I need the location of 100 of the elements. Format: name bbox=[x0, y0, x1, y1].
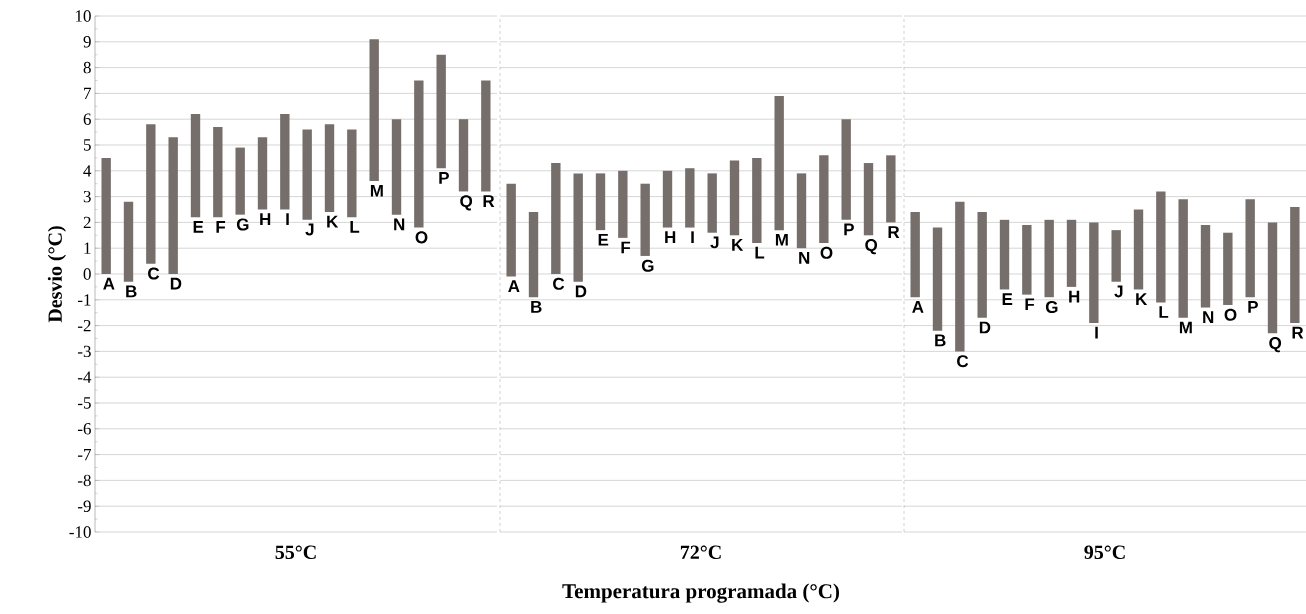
x-tick-label: I bbox=[286, 213, 289, 225]
x-axis-title: 95°C bbox=[1084, 545, 1125, 560]
y-tick-label: -10 bbox=[69, 526, 91, 538]
bar bbox=[977, 212, 987, 318]
y-tick-label: -1 bbox=[77, 294, 91, 306]
x-tick-label: F bbox=[1025, 298, 1035, 311]
x-tick-label: J bbox=[1114, 285, 1123, 298]
x-tick-label: D bbox=[979, 321, 991, 334]
x-tick-label: L bbox=[350, 221, 360, 233]
bar bbox=[841, 119, 851, 220]
bar bbox=[999, 219, 1010, 290]
bar bbox=[280, 114, 290, 210]
bar bbox=[1178, 199, 1188, 318]
x-tick-label: M bbox=[1179, 321, 1192, 334]
bar bbox=[662, 170, 673, 228]
bar bbox=[1111, 230, 1121, 282]
x-tick-label: H bbox=[665, 231, 676, 244]
y-tick-label: -8 bbox=[77, 474, 91, 487]
x-tick-label: A bbox=[508, 280, 520, 293]
bar bbox=[506, 183, 516, 277]
x-tick-label: N bbox=[799, 251, 810, 264]
x-tick-label: G bbox=[1045, 301, 1058, 314]
y-tick-label: -7 bbox=[77, 449, 91, 461]
x-tick-label: F bbox=[216, 221, 226, 233]
y-tick-label: -6 bbox=[77, 423, 91, 435]
bar bbox=[796, 173, 807, 249]
y-axis-title: Desvio (°C) bbox=[47, 226, 66, 323]
x-tick-label: R bbox=[1292, 326, 1304, 339]
y-tick-label: 8 bbox=[83, 61, 91, 74]
bar bbox=[618, 170, 628, 238]
bar bbox=[640, 183, 650, 256]
bar bbox=[1245, 199, 1255, 298]
bar bbox=[685, 168, 695, 228]
bar bbox=[528, 212, 539, 298]
x-tick-label: N bbox=[1203, 311, 1214, 324]
bar bbox=[932, 227, 943, 331]
bar bbox=[1066, 219, 1077, 287]
bar bbox=[190, 114, 201, 218]
x-tick-label: O bbox=[820, 246, 833, 259]
x-tick-label: R bbox=[483, 195, 495, 207]
x-tick-label: D bbox=[575, 285, 587, 298]
x-tick-label: J bbox=[710, 236, 719, 249]
x-tick-label: P bbox=[844, 223, 854, 236]
x-tick-label: B bbox=[531, 301, 542, 313]
bar bbox=[347, 129, 357, 218]
x-tick-label: O bbox=[1224, 308, 1237, 321]
bar bbox=[101, 157, 111, 274]
bar bbox=[213, 126, 223, 218]
x-tick-label: Q bbox=[1269, 337, 1282, 353]
y-tick-label: 1 bbox=[84, 242, 91, 254]
x-tick-label: C bbox=[957, 355, 969, 368]
x-tick-label: I bbox=[691, 231, 694, 244]
x-tick-label: Q bbox=[865, 239, 878, 255]
bar bbox=[551, 163, 561, 274]
y-tick-label: 7 bbox=[84, 87, 91, 99]
x-tick-label: M bbox=[370, 184, 383, 197]
y-tick-label: 10 bbox=[75, 10, 91, 22]
x-tick-label: E bbox=[598, 233, 609, 246]
x-tick-label: M bbox=[775, 233, 788, 246]
bar bbox=[1044, 219, 1054, 298]
x-tick-label: H bbox=[1069, 290, 1080, 303]
y-tick-label: 6 bbox=[83, 113, 91, 125]
bar bbox=[436, 54, 446, 169]
bar bbox=[886, 155, 896, 223]
y-tick-label: 3 bbox=[83, 190, 91, 203]
bar bbox=[1223, 232, 1233, 305]
x-tick-label: D bbox=[170, 277, 182, 290]
bar bbox=[595, 173, 606, 231]
y-tick-label: -3 bbox=[77, 345, 91, 358]
x-tick-label: A bbox=[912, 301, 924, 313]
bar bbox=[123, 201, 134, 282]
bar bbox=[1133, 209, 1144, 290]
x-tick-label: G bbox=[236, 218, 249, 231]
x-tick-label: K bbox=[1136, 293, 1148, 305]
bar bbox=[324, 124, 335, 213]
x-tick-label: L bbox=[755, 246, 765, 259]
x-tick-label: I bbox=[1095, 326, 1098, 339]
x-tick-label: B bbox=[126, 285, 137, 298]
x-tick-label: R bbox=[888, 226, 900, 238]
bar bbox=[573, 173, 583, 282]
x-tick-label: P bbox=[1248, 301, 1258, 313]
bar bbox=[1267, 222, 1278, 334]
bar bbox=[1200, 224, 1211, 308]
bar bbox=[235, 147, 245, 215]
x-tick-label: C bbox=[553, 277, 565, 290]
bar bbox=[863, 163, 874, 236]
bar bbox=[391, 119, 402, 215]
x-tick-label: E bbox=[193, 221, 204, 233]
bar bbox=[707, 173, 717, 233]
bar bbox=[1089, 222, 1099, 324]
bar bbox=[302, 129, 312, 220]
bar bbox=[414, 80, 424, 228]
x-tick-label: B bbox=[935, 334, 946, 347]
bar bbox=[955, 201, 965, 352]
bar bbox=[1156, 191, 1166, 303]
y-tick-label: 9 bbox=[83, 36, 91, 48]
bar bbox=[146, 124, 156, 264]
x-tick-label: G bbox=[641, 259, 654, 272]
text: Temperatura programada (°C) bbox=[562, 583, 840, 603]
y-tick-label: -5 bbox=[77, 397, 91, 409]
